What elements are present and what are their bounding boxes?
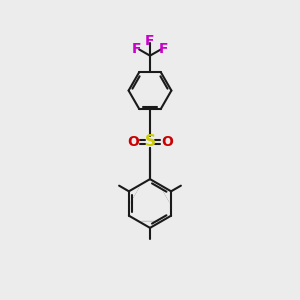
Text: F: F	[145, 34, 155, 48]
Text: S: S	[145, 134, 155, 149]
Text: O: O	[127, 135, 139, 149]
Text: O: O	[161, 135, 173, 149]
Text: F: F	[131, 42, 141, 56]
Text: F: F	[159, 42, 169, 56]
